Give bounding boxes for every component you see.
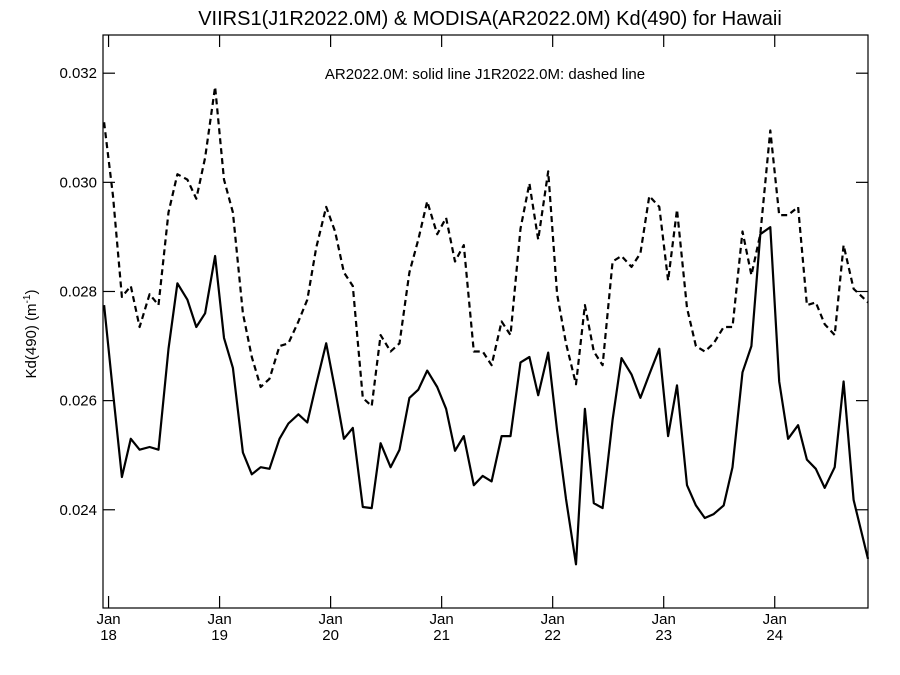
y-axis-label: Kd(490) (m-1) — [22, 290, 40, 379]
x-tick-year: 23 — [655, 627, 672, 644]
x-tick-month: Jan — [430, 611, 454, 628]
chart-title: VIIRS1(J1R2022.0M) & MODISA(AR2022.0M) K… — [198, 8, 782, 30]
x-tick-month: Jan — [652, 611, 676, 628]
y-axis-ticks: 0.024 0.026 0.028 0.030 0.032 — [59, 65, 868, 519]
y-tick-label: 0.030 — [59, 174, 97, 191]
x-tick-year: 22 — [544, 627, 561, 644]
x-tick-month: Jan — [541, 611, 565, 628]
series-line-ar2022-0m — [103, 226, 870, 566]
x-tick-month: Jan — [207, 611, 231, 628]
x-tick-month: Jan — [319, 611, 343, 628]
y-tick-label: 0.028 — [59, 283, 97, 300]
y-axis-label-close: ) — [23, 290, 40, 295]
x-tick-year: 21 — [433, 627, 450, 644]
x-tick-year: 18 — [100, 627, 117, 644]
series-lines — [103, 85, 870, 566]
line-style-annotation: AR2022.0M: solid line J1R2022.0M: dashed… — [325, 66, 645, 83]
series-line-j1r2022-0m — [103, 85, 869, 408]
y-axis-label-main: Kd(490) (m — [23, 303, 40, 378]
x-tick-month: Jan — [763, 611, 787, 628]
y-axis-label-superscript: -1 — [22, 294, 33, 303]
y-tick-label: 0.032 — [59, 65, 97, 82]
y-tick-label: 0.026 — [59, 393, 97, 410]
x-tick-year: 24 — [766, 627, 783, 644]
x-tick-month: Jan — [96, 611, 120, 628]
x-tick-year: 19 — [211, 627, 228, 644]
x-tick-year: 20 — [322, 627, 339, 644]
y-tick-label: 0.024 — [59, 502, 97, 519]
plot-frame — [102, 34, 869, 609]
